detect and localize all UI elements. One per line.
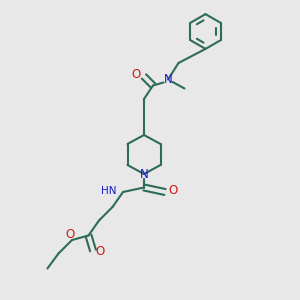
Text: O: O	[168, 184, 177, 197]
Text: O: O	[66, 228, 75, 241]
Text: N: N	[140, 167, 148, 181]
Text: O: O	[131, 68, 140, 81]
Text: O: O	[96, 245, 105, 258]
Text: N: N	[164, 73, 172, 86]
Text: HN: HN	[101, 186, 116, 196]
